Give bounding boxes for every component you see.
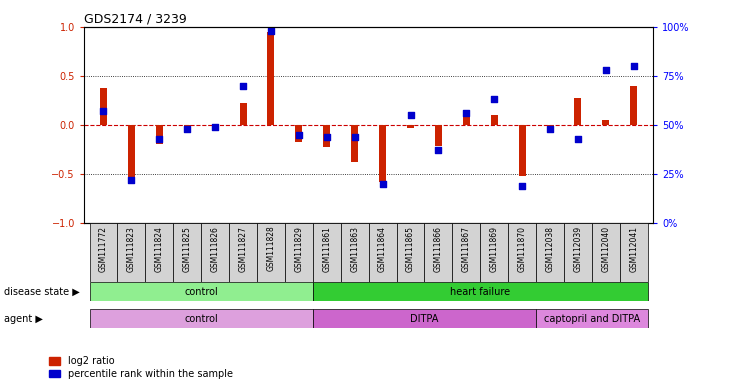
Point [600, 67, 612, 73]
Bar [257, 223, 285, 282]
Text: GSM111861: GSM111861 [322, 226, 331, 271]
Bar [536, 223, 564, 282]
Bar [313, 223, 341, 282]
Text: GSM111863: GSM111863 [350, 226, 359, 272]
Point [349, 134, 361, 140]
Text: agent ▶: agent ▶ [4, 314, 42, 324]
Text: GSM111826: GSM111826 [211, 226, 220, 271]
Text: GSM111864: GSM111864 [378, 226, 387, 272]
Bar [407, 125, 414, 128]
Bar [379, 125, 386, 182]
Bar [508, 223, 536, 282]
Point [377, 180, 388, 187]
Bar [396, 223, 424, 282]
Bar [313, 309, 536, 328]
Text: GSM111869: GSM111869 [490, 226, 499, 272]
Point [572, 136, 584, 142]
Bar [267, 32, 274, 125]
Bar [351, 125, 358, 162]
Point [153, 136, 165, 142]
Bar [620, 223, 648, 282]
Point [461, 110, 472, 116]
Text: DITPA: DITPA [410, 314, 439, 324]
Point [516, 182, 528, 189]
Bar [285, 223, 313, 282]
Bar [536, 309, 648, 328]
Bar [90, 309, 313, 328]
Bar [90, 282, 313, 301]
Bar [90, 223, 118, 282]
Bar [201, 223, 229, 282]
Text: GSM111772: GSM111772 [99, 226, 108, 272]
Point [265, 28, 277, 34]
Bar [155, 125, 163, 144]
Bar [602, 120, 610, 125]
Point [433, 147, 445, 153]
Text: control: control [184, 287, 218, 297]
Bar [491, 115, 498, 125]
Point [210, 124, 221, 130]
Bar [145, 223, 173, 282]
Legend: log2 ratio, percentile rank within the sample: log2 ratio, percentile rank within the s… [49, 356, 233, 379]
Text: disease state ▶: disease state ▶ [4, 287, 80, 297]
Bar [212, 125, 218, 130]
Point [126, 177, 137, 183]
Point [545, 126, 556, 132]
Bar [453, 223, 480, 282]
Bar [184, 125, 191, 130]
Bar [173, 223, 201, 282]
Bar [424, 223, 453, 282]
Bar [630, 86, 637, 125]
Bar [229, 223, 257, 282]
Text: GSM111824: GSM111824 [155, 226, 164, 271]
Text: GSM112041: GSM112041 [629, 226, 638, 272]
Bar [435, 125, 442, 146]
Text: GSM111866: GSM111866 [434, 226, 443, 272]
Text: GSM112040: GSM112040 [602, 226, 610, 272]
Bar [100, 88, 107, 125]
Bar [313, 282, 648, 301]
Text: GSM112039: GSM112039 [574, 226, 583, 272]
Bar [118, 223, 145, 282]
Point [98, 108, 110, 114]
Bar [547, 125, 553, 130]
Bar [239, 103, 247, 125]
Text: GSM111865: GSM111865 [406, 226, 415, 272]
Text: captopril and DITPA: captopril and DITPA [544, 314, 640, 324]
Bar [575, 98, 582, 125]
Text: GSM111825: GSM111825 [182, 226, 192, 271]
Bar [592, 223, 620, 282]
Bar [341, 223, 369, 282]
Bar [463, 115, 470, 125]
Point [181, 126, 193, 132]
Text: GSM112038: GSM112038 [545, 226, 555, 272]
Point [404, 112, 416, 118]
Text: heart failure: heart failure [450, 287, 510, 297]
Text: GSM111827: GSM111827 [239, 226, 247, 271]
Point [321, 134, 333, 140]
Text: GSM111829: GSM111829 [294, 226, 304, 271]
Bar [519, 125, 526, 176]
Point [628, 63, 639, 69]
Bar [564, 223, 592, 282]
Bar [369, 223, 396, 282]
Point [488, 96, 500, 103]
Bar [128, 125, 135, 180]
Text: GSM111828: GSM111828 [266, 226, 275, 271]
Text: GSM111870: GSM111870 [518, 226, 526, 272]
Text: GDS2174 / 3239: GDS2174 / 3239 [84, 13, 187, 26]
Bar [296, 125, 302, 142]
Point [237, 83, 249, 89]
Bar [480, 223, 508, 282]
Text: GSM111867: GSM111867 [462, 226, 471, 272]
Text: GSM111823: GSM111823 [127, 226, 136, 271]
Bar [323, 125, 330, 147]
Point [293, 131, 304, 138]
Text: control: control [184, 314, 218, 324]
